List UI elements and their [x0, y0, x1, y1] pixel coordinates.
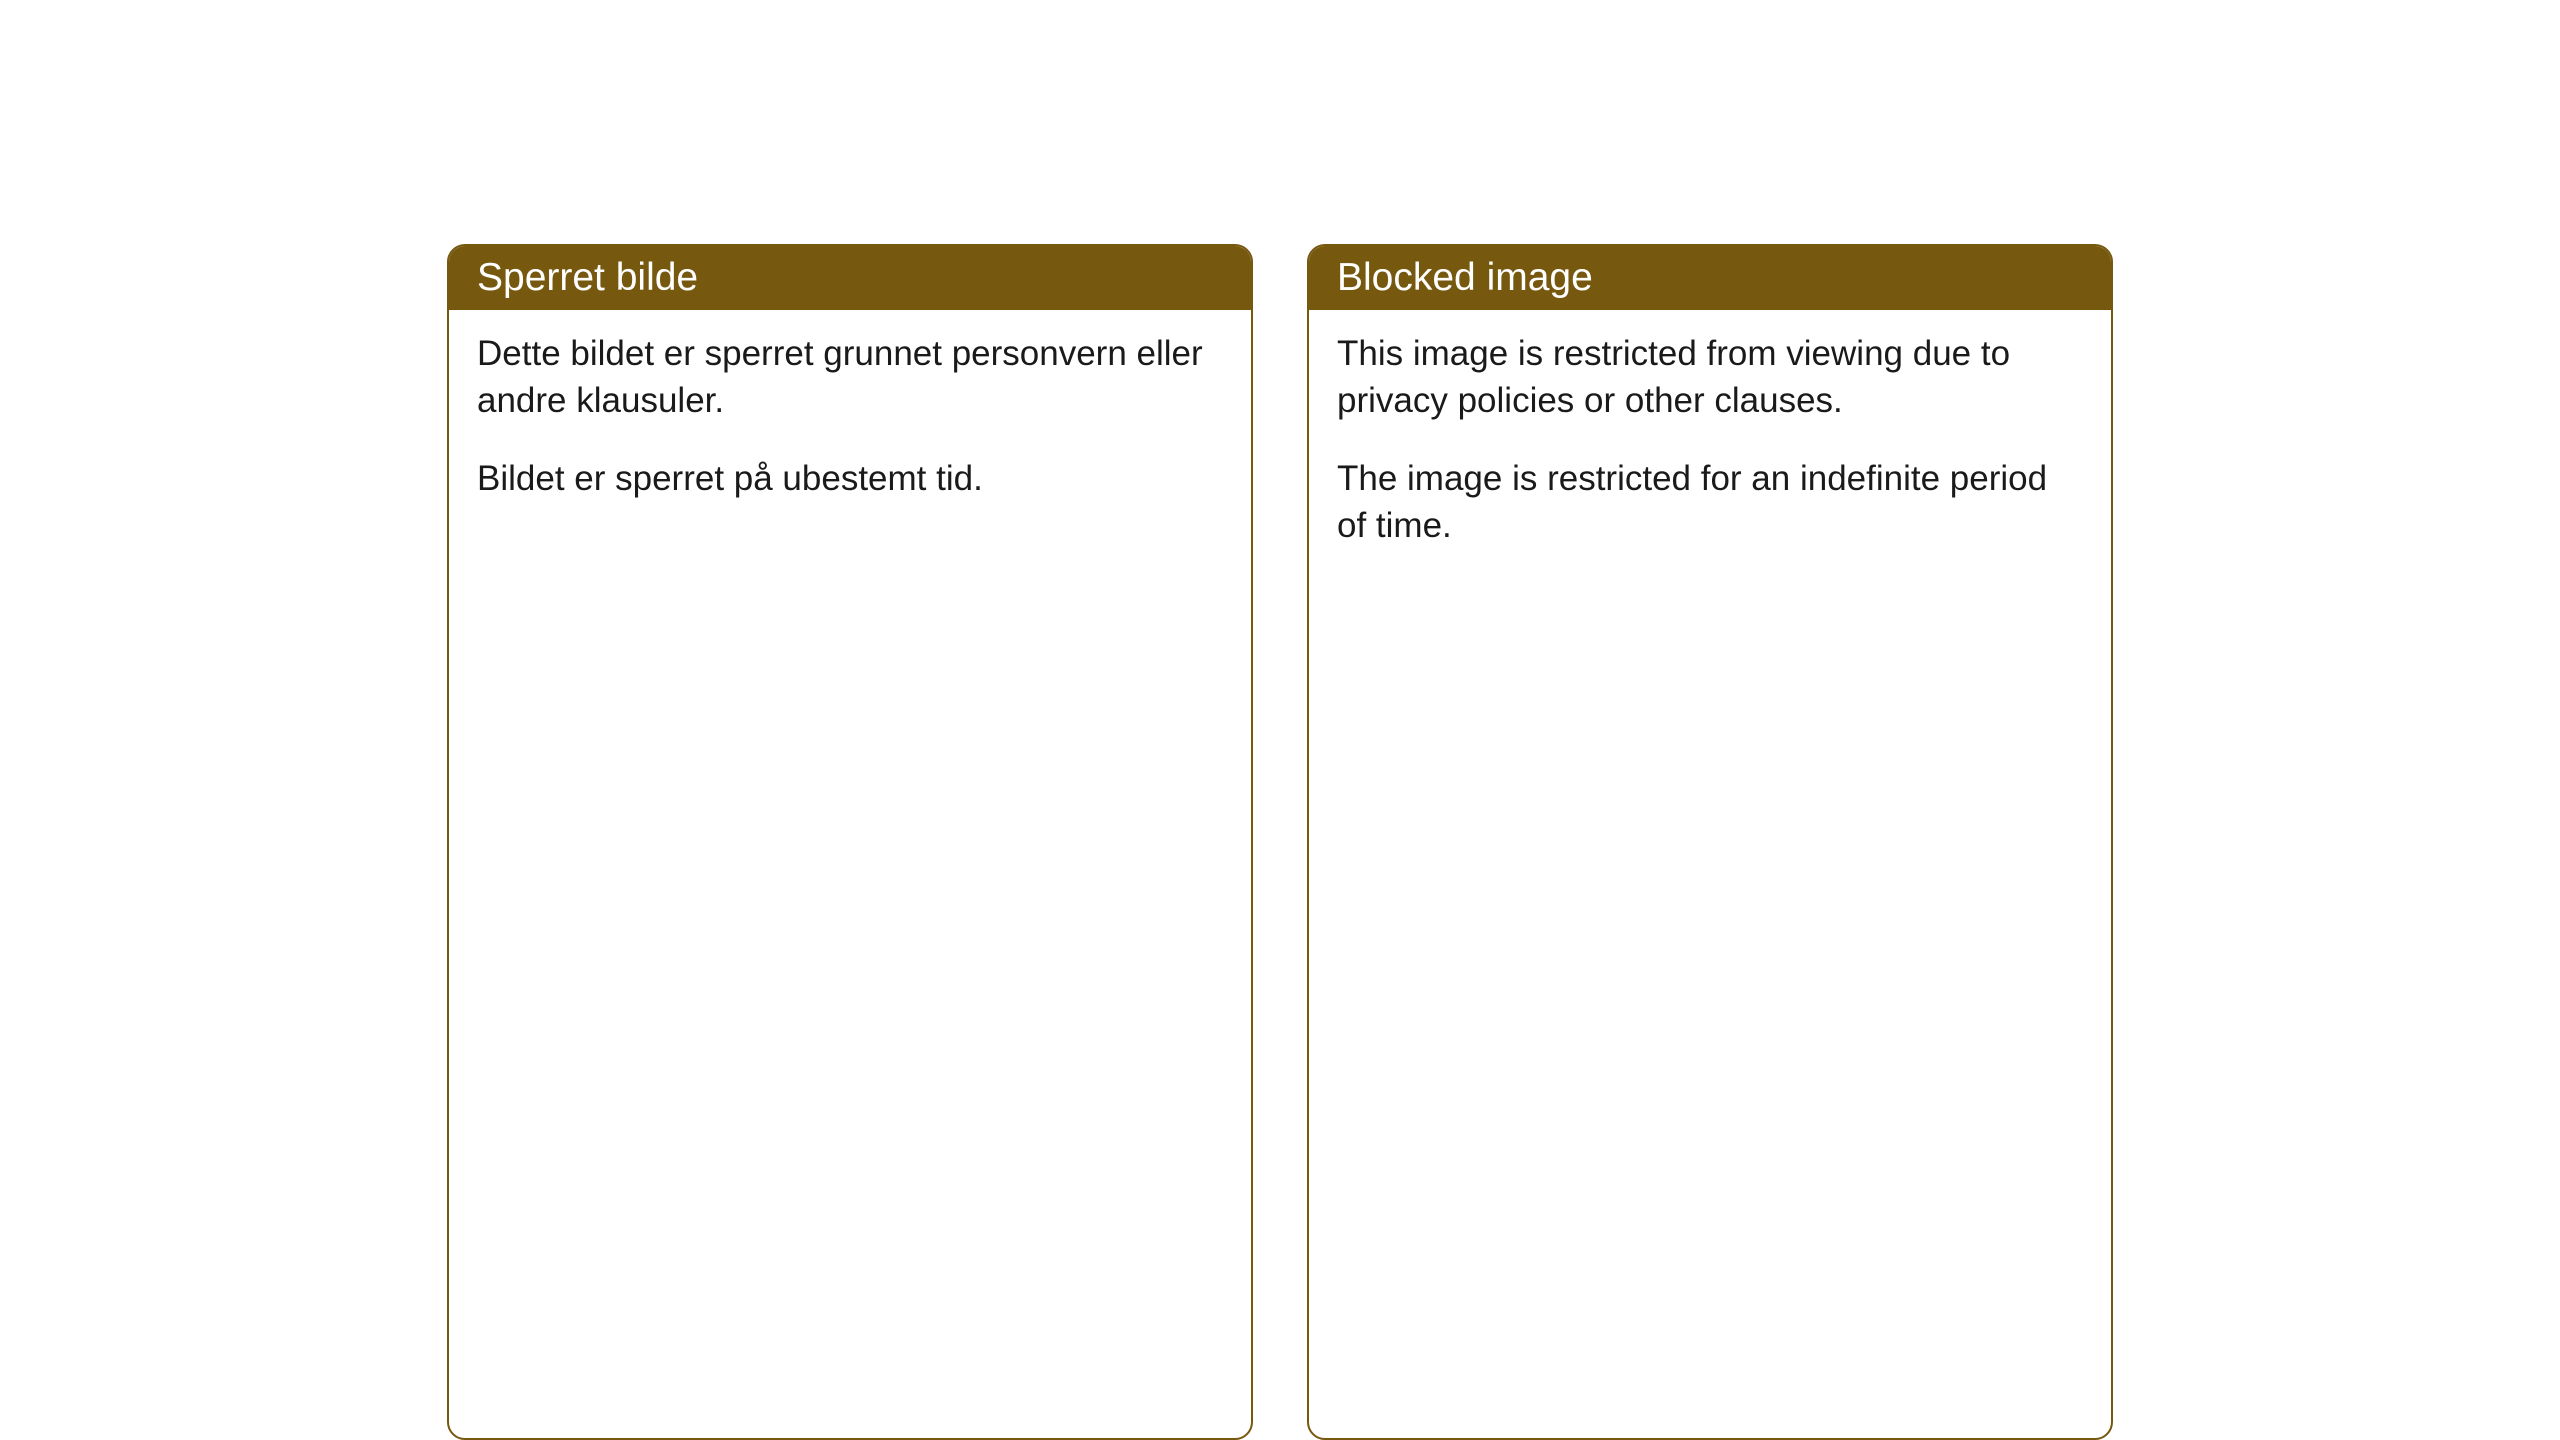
notice-cards-container: Sperret bilde Dette bildet er sperret gr… [447, 244, 2113, 1440]
card-paragraph: The image is restricted for an indefinit… [1337, 455, 2083, 550]
card-body: Dette bildet er sperret grunnet personve… [449, 310, 1251, 540]
card-header: Sperret bilde [449, 246, 1251, 310]
card-paragraph: Dette bildet er sperret grunnet personve… [477, 330, 1223, 425]
card-paragraph: Bildet er sperret på ubestemt tid. [477, 455, 1223, 502]
blocked-image-card-english: Blocked image This image is restricted f… [1307, 244, 2113, 1440]
card-title: Blocked image [1337, 256, 1593, 299]
card-title: Sperret bilde [477, 256, 698, 299]
blocked-image-card-norwegian: Sperret bilde Dette bildet er sperret gr… [447, 244, 1253, 1440]
card-body: This image is restricted from viewing du… [1309, 310, 2111, 587]
card-paragraph: This image is restricted from viewing du… [1337, 330, 2083, 425]
card-header: Blocked image [1309, 246, 2111, 310]
